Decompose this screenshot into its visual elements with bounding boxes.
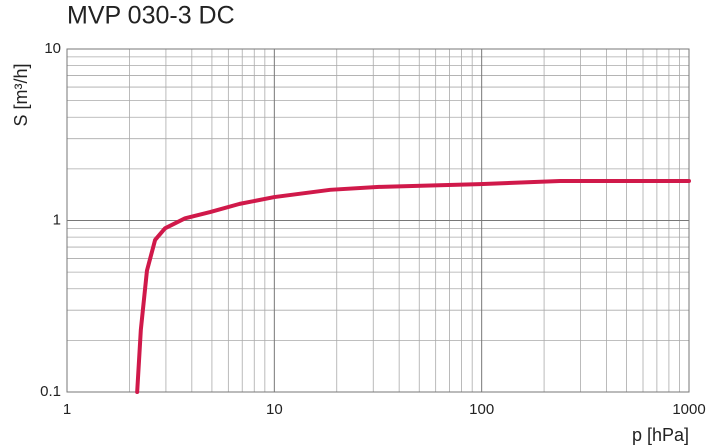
x-tick-label: 1 <box>63 401 71 418</box>
x-tick-label: 100 <box>469 401 494 418</box>
y-tick-label: 0.1 <box>40 383 61 400</box>
plot-frame <box>66 48 690 393</box>
chart-title: MVP 030-3 DC <box>67 2 235 30</box>
x-tick-label: 10 <box>266 401 283 418</box>
x-tick-label: 1000 <box>672 401 705 418</box>
y-tick-label: 10 <box>44 40 61 57</box>
y-tick-label: 1 <box>53 211 61 228</box>
y-axis-label: S [m³/h] <box>11 63 31 126</box>
x-axis-label: p [hPa] <box>632 425 689 445</box>
data-line <box>135 178 691 394</box>
